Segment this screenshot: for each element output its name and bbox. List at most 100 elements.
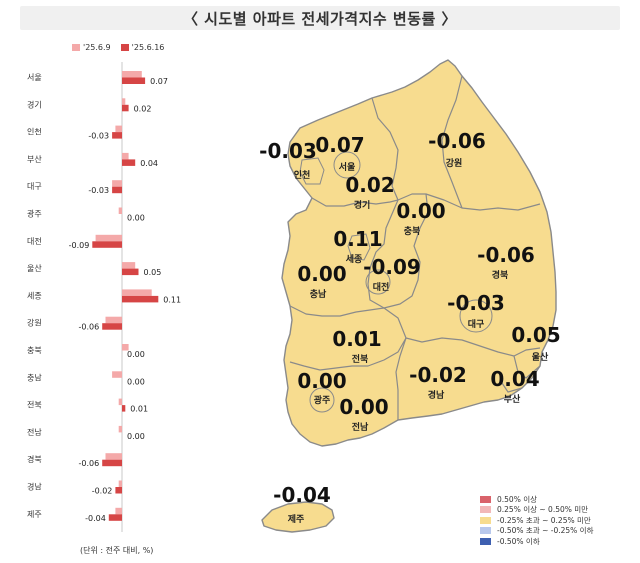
bar-prev	[122, 344, 129, 351]
bar-category-label: 충남	[27, 373, 42, 382]
legend-swatch-prev	[72, 44, 80, 51]
bar-prev	[118, 398, 122, 406]
region-value: 0.05	[511, 323, 560, 347]
border-daegu	[459, 299, 493, 333]
title-bar: 〈 시도별 아파트 전세가격지수 변동률 〉	[20, 6, 620, 30]
border-gyeongbuk-gyeongnam	[405, 337, 541, 357]
map-legend-label: 0.50% 이상	[497, 494, 538, 504]
bar-curr	[102, 323, 122, 330]
legend-label-prev: '25.6.9	[83, 43, 111, 52]
region-name: 서울	[339, 161, 356, 173]
region-value: 0.07	[315, 133, 364, 157]
region-value: 0.01	[332, 327, 381, 351]
legend-swatch-curr	[120, 44, 129, 51]
bar-value-label: -0.09	[69, 241, 90, 250]
border-jeolla-gyeongsang	[383, 307, 407, 420]
bar-prev	[122, 152, 129, 160]
bar-curr	[112, 132, 122, 139]
bar-prev	[95, 234, 122, 242]
bar-category-label: 경기	[27, 99, 42, 109]
bar-prev	[118, 207, 122, 214]
map-legend-swatch	[480, 516, 491, 524]
bar-category-label: 제주	[27, 510, 42, 519]
region-name: 대전	[373, 281, 390, 293]
bar-value-label: -0.06	[78, 323, 99, 332]
region-name: 충남	[310, 288, 327, 300]
border-gwangju	[309, 387, 335, 413]
border-jeolla-north	[289, 305, 385, 317]
map-legend-item: -0.50% 이하	[480, 536, 593, 547]
bar-prev	[105, 453, 122, 460]
bar-category-label: 인천	[27, 127, 42, 137]
region-name: 경기	[354, 199, 371, 211]
bar-value-label: -0.06	[78, 459, 99, 468]
region-name: 세종	[346, 253, 363, 265]
bar-chart: 서울 0.07 경기 0.02 인천 -0.03 부산 0.04 대구 -0.03 광주 0.00 대전…	[27, 62, 181, 532]
bar-curr	[122, 77, 146, 84]
map-legend-label: -0.50% 이하	[497, 536, 540, 546]
region-value: 0.00	[339, 395, 388, 419]
bar-category-label: 울산	[27, 263, 42, 273]
bar-prev	[122, 289, 152, 296]
region-name: 울산	[532, 351, 549, 363]
region-value: 0.02	[345, 173, 394, 197]
bar-value-label: 0.00	[127, 350, 145, 359]
bar-value-label: 0.00	[127, 377, 145, 386]
bar-curr	[122, 104, 129, 112]
bar-category-label: 대전	[27, 236, 42, 246]
border-busan	[499, 379, 523, 393]
region-value: -0.03	[259, 139, 317, 163]
page-title: 〈 시도별 아파트 전세가격지수 변동률 〉	[182, 9, 458, 28]
border-jeonbuk-jeonnam	[289, 337, 407, 371]
region-name: 충북	[404, 225, 421, 237]
region-name: 강원	[446, 157, 463, 169]
bar-value-label: -0.03	[88, 186, 109, 195]
region-name: 인천	[294, 170, 311, 181]
region-value: -0.04	[273, 483, 331, 507]
bar-prev	[115, 507, 122, 515]
region-value: 0.00	[297, 369, 346, 393]
bar-curr	[122, 159, 136, 166]
region-value: 0.00	[297, 262, 346, 286]
bar-value-label: -0.02	[92, 487, 113, 496]
region-name: 경북	[492, 269, 509, 281]
bar-curr	[112, 186, 122, 194]
unit-note: (단위 : 전주 대비, %)	[80, 546, 154, 555]
bar-category-label: 전북	[27, 400, 42, 410]
border-gyeonggi-gangwon	[371, 97, 399, 201]
bar-value-label: 0.04	[140, 159, 158, 168]
border-chungbuk-gyeongbuk	[383, 193, 429, 309]
bar-category-label: 세종	[27, 291, 42, 300]
border-incheon	[299, 157, 325, 185]
bar-prev	[115, 125, 122, 133]
bar-category-label: 전남	[27, 427, 42, 437]
map-legend-label: -0.50% 초과 ~ -0.25% 이하	[497, 526, 594, 536]
bar-curr	[102, 459, 122, 467]
border-seoul	[333, 151, 361, 179]
bar-value-label: 0.00	[127, 432, 145, 441]
bar-legend: '25.6.9 '25.6.16	[72, 43, 164, 52]
region-value: 0.00	[396, 199, 445, 223]
map-legend-item: 0.50% 이상	[480, 494, 593, 505]
region-name: 전남	[352, 421, 369, 433]
bar-category-label: 부산	[27, 154, 42, 164]
region-value: -0.09	[363, 255, 421, 279]
map-legend-swatch	[480, 495, 491, 503]
region-value: -0.03	[447, 291, 505, 315]
map-legend-swatch	[480, 527, 491, 535]
bar-curr	[122, 295, 159, 303]
bar-value-label: 0.01	[130, 405, 148, 414]
city-borders	[299, 151, 493, 413]
map-legend-swatch	[480, 506, 491, 514]
border-chungnam-chungbuk	[367, 199, 399, 309]
bar-category-label: 서울	[27, 73, 42, 82]
border-ulsan	[513, 355, 541, 379]
border-sejong	[347, 233, 371, 261]
region-name: 광주	[314, 394, 331, 406]
map-legend-item: -0.25% 초과 ~ 0.25% 미만	[480, 515, 593, 526]
border-gangwon-east	[441, 75, 463, 209]
region-value: -0.02	[409, 363, 467, 387]
bar-prev	[118, 480, 122, 487]
